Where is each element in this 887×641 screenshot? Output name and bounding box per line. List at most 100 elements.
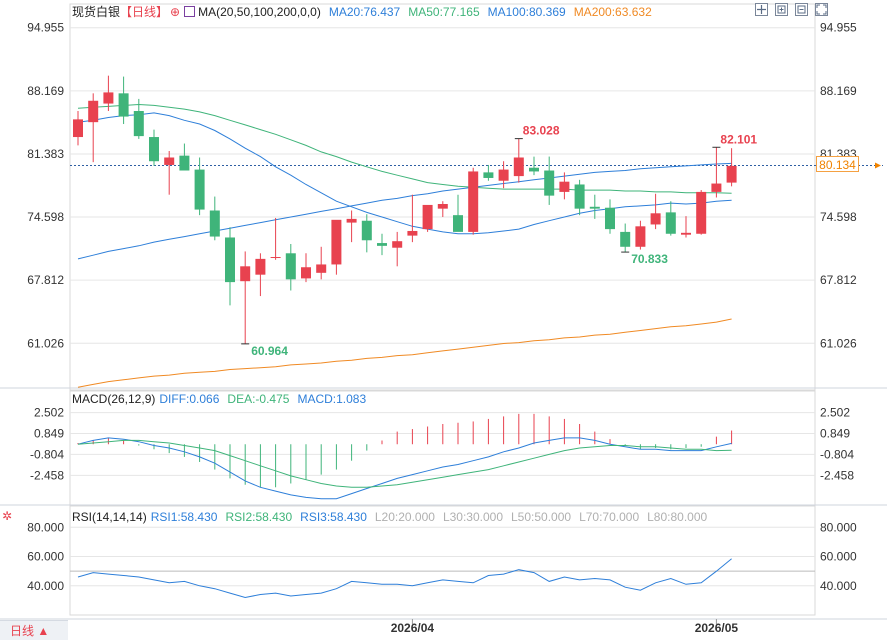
candle[interactable] [483, 164, 494, 181]
rsi-l30: L30:30.000 [442, 510, 503, 524]
rsi-l70: L70:70.000 [579, 510, 640, 524]
macd-dea-line [77, 439, 732, 488]
candle[interactable] [316, 246, 327, 280]
candle[interactable] [209, 196, 220, 241]
candle[interactable] [453, 194, 463, 232]
candle-body [285, 253, 296, 280]
price-legend: 现货白银【日线】 ⊕ MA(20,50,100,200,0,0) MA20:76.43… [72, 3, 660, 20]
ma-toggle-icon[interactable] [184, 6, 196, 17]
candle-body [118, 93, 129, 117]
candle-body [422, 204, 433, 230]
period-label[interactable]: 【日线】 [120, 5, 169, 19]
settings-gear-icon[interactable]: ⊕ [170, 5, 181, 19]
candle[interactable] [301, 253, 311, 283]
candle[interactable] [149, 129, 159, 166]
candle[interactable] [513, 138, 524, 183]
candle[interactable] [574, 179, 585, 216]
move-icon[interactable] [755, 3, 768, 16]
candle-body [605, 207, 615, 230]
y-tick-label-right: 0.849 [820, 426, 850, 440]
candle[interactable] [194, 157, 205, 216]
candle[interactable] [285, 243, 296, 291]
candle[interactable] [88, 93, 99, 163]
candle[interactable] [240, 251, 251, 344]
zoom-out-icon[interactable] [795, 3, 808, 16]
panel-frame [69, 390, 816, 506]
macd-legend: MACD(26,12,9) DIFF:0.066 DEA:-0.475 MACD:1.… [72, 392, 374, 406]
high-annotation: 83.028 [523, 124, 560, 138]
candle[interactable] [73, 111, 83, 146]
candle[interactable] [605, 199, 615, 234]
candle-body [270, 257, 281, 259]
candle[interactable] [133, 98, 144, 139]
ma100-value: MA100:80.369 [487, 5, 566, 19]
candle[interactable] [468, 167, 479, 235]
candle[interactable] [498, 161, 509, 189]
y-tick-label-left: 60.000 [27, 550, 64, 564]
y-tick-label-right: 67.812 [820, 273, 857, 287]
candle[interactable] [407, 194, 418, 243]
candle[interactable] [361, 214, 372, 253]
y-tick-label-right: -2.458 [820, 468, 854, 482]
symbol-name: 现货白银 [72, 5, 121, 19]
candle[interactable] [255, 253, 266, 297]
candle[interactable] [103, 75, 114, 111]
low-annotation: 60.964 [251, 344, 288, 358]
candle[interactable] [665, 201, 676, 236]
candle[interactable] [118, 76, 129, 125]
candle-body [620, 231, 631, 247]
y-tick-label-right: 60.000 [820, 550, 857, 564]
period-tab[interactable]: 日线 ▲ [0, 620, 68, 640]
candle-body [711, 183, 722, 192]
candle[interactable] [377, 233, 387, 256]
candle-body [468, 171, 479, 232]
candle-body [179, 155, 190, 171]
y-tick-label-right: 40.000 [820, 579, 857, 593]
zoom-in-icon[interactable] [775, 3, 788, 16]
candle[interactable] [392, 231, 403, 267]
candle[interactable] [437, 201, 448, 218]
rsi1-value: RSI1:58.430 [150, 510, 218, 524]
ma-line-ma200 [77, 318, 732, 388]
candle[interactable] [589, 194, 600, 219]
candle[interactable] [331, 219, 342, 275]
candle[interactable] [726, 148, 737, 187]
candle[interactable] [696, 190, 707, 235]
ma20-value: MA20:76.437 [328, 5, 401, 19]
candle[interactable] [225, 227, 235, 306]
candle[interactable] [620, 223, 631, 253]
candle[interactable] [711, 147, 722, 198]
rsi-legend: RSI(14,14,14) RSI1:58.430 RSI2:58.430 RSI3:… [72, 510, 715, 524]
candle-body [361, 220, 372, 241]
rsi-panel[interactable] [70, 558, 815, 599]
y-tick-label-left: 61.026 [27, 336, 64, 350]
candle-body [73, 119, 83, 138]
y-tick-label-left: 67.812 [27, 273, 64, 287]
candle-body [665, 212, 676, 234]
high-annotation: 82.101 [720, 132, 757, 146]
y-tick-label-left: -2.458 [30, 468, 64, 482]
ma-line-ma20 [77, 112, 732, 235]
candle-body [164, 157, 175, 165]
fullscreen-icon[interactable] [815, 3, 828, 16]
candle[interactable] [681, 216, 691, 238]
candle[interactable] [422, 204, 433, 232]
candle[interactable] [529, 156, 539, 176]
candle[interactable] [270, 217, 281, 260]
candle-body [726, 165, 737, 183]
y-tick-label-left: -0.804 [30, 447, 64, 461]
y-tick-label-left: 88.169 [27, 84, 64, 98]
candle[interactable] [650, 193, 661, 230]
macd-panel[interactable] [77, 413, 733, 500]
candle[interactable] [179, 143, 190, 171]
candle[interactable] [635, 220, 646, 250]
candle[interactable] [559, 172, 570, 200]
y-tick-label-right: 2.502 [820, 406, 850, 420]
candle[interactable] [164, 150, 175, 195]
candle-body [240, 266, 251, 282]
rsi-settings-icon[interactable]: ✲ [2, 509, 13, 523]
price-panel[interactable]: 83.028 60.964 70.833 82.101 [70, 75, 883, 388]
candle[interactable] [346, 210, 357, 243]
candle-body [453, 215, 463, 232]
candle[interactable] [544, 156, 555, 205]
